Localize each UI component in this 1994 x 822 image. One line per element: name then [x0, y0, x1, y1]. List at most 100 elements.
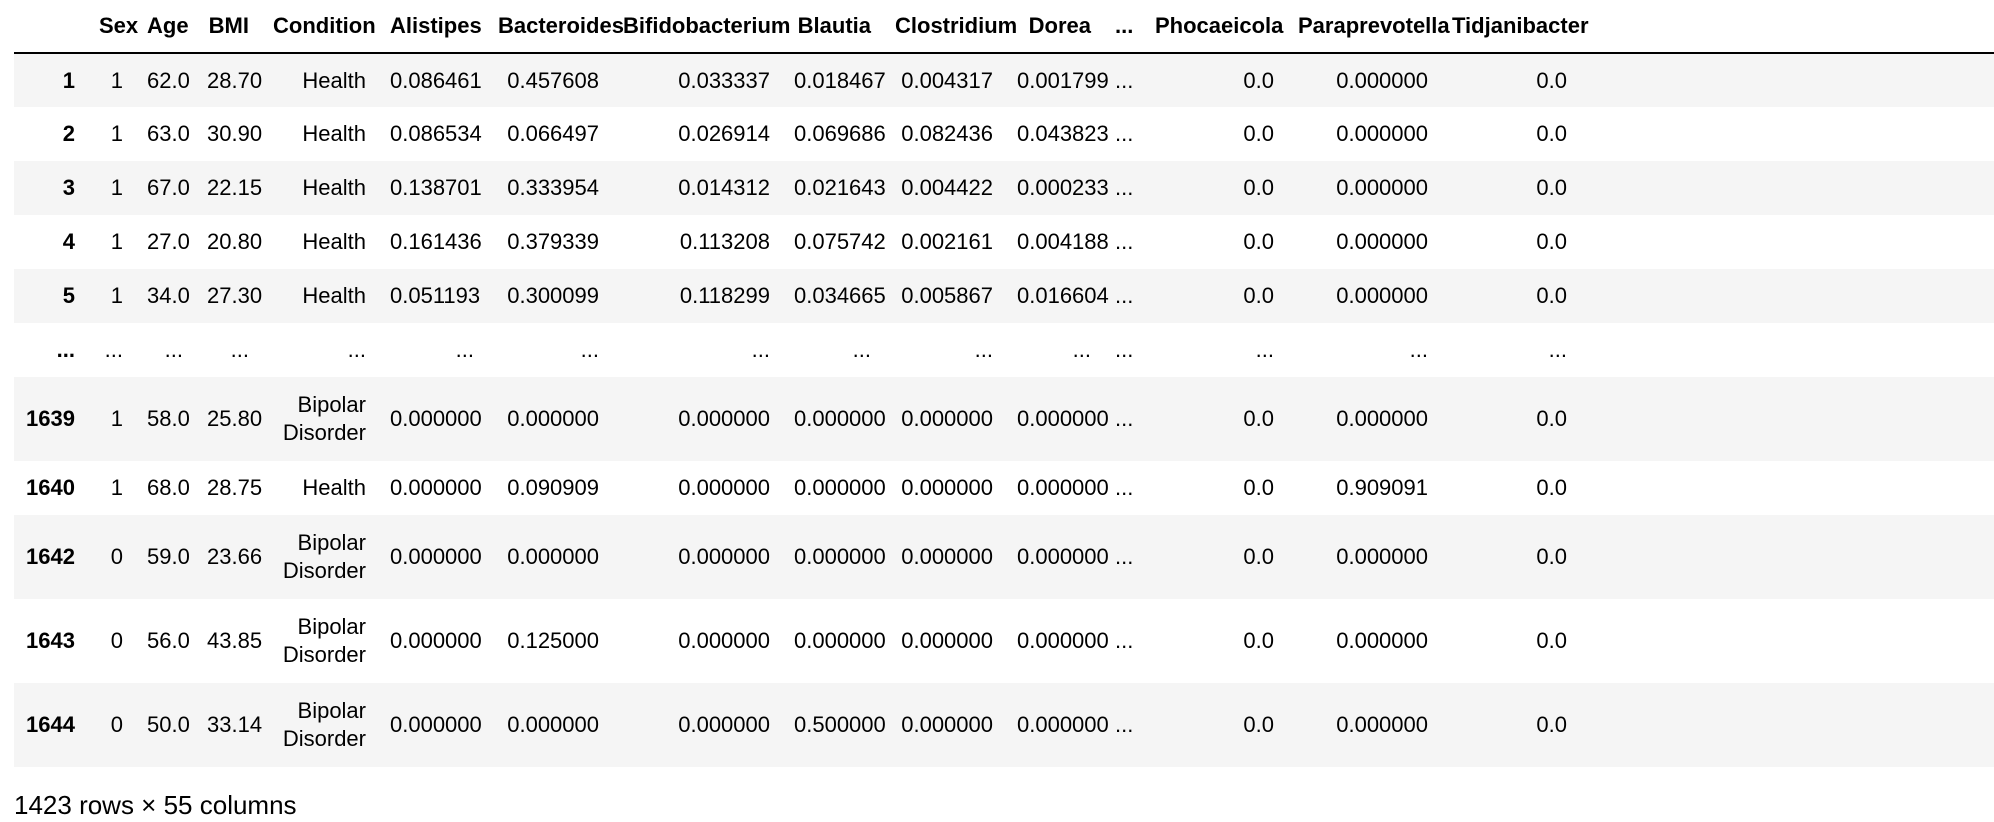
table-cell: Health: [302, 121, 366, 146]
table-cell: ...: [1115, 406, 1134, 431]
table-cell: [1579, 215, 1994, 269]
table-cell: 23.66: [207, 544, 263, 569]
table-cell: Health: [302, 175, 366, 200]
row-index: 1640: [26, 475, 75, 500]
table-cell: 68.0: [147, 475, 190, 500]
table-cell: 0.000000: [678, 544, 770, 569]
table-cell: Bipolar Disorder: [282, 392, 366, 445]
table-cell: 0.026914: [678, 121, 770, 146]
column-header: Blautia: [782, 0, 883, 54]
table-cell: ...: [1115, 283, 1134, 308]
table-cell: 0.0: [1536, 283, 1567, 308]
table-cell: 0.069686: [794, 121, 886, 146]
column-header: Sex: [87, 0, 138, 54]
table-cell: 0.033337: [678, 67, 770, 93]
table-cell: 59.0: [147, 544, 190, 569]
row-index: 1642: [26, 544, 75, 569]
table-cell: 0.0: [1243, 283, 1274, 308]
table-cell: 0.086534: [390, 121, 482, 146]
column-header: ...: [1103, 0, 1143, 54]
table-cell: 0.000000: [390, 628, 482, 653]
table-cell: 0.016604: [1017, 283, 1109, 308]
table-cell: 0.000000: [1017, 544, 1109, 569]
table-cell: ...: [230, 337, 249, 362]
table-cell: 0.457608: [507, 67, 599, 93]
table-cell: 0.082436: [901, 121, 993, 146]
table-cell: 0.000000: [1336, 712, 1428, 737]
table-cell: 58.0: [147, 406, 190, 431]
table-cell: 1: [110, 121, 123, 146]
row-index: ...: [56, 337, 75, 362]
table-cell: 0: [110, 628, 123, 653]
table-cell: 30.90: [207, 121, 263, 146]
table-row: 1643 0 56.0 43.85 Bipolar Disorder 0.000000 0.…: [14, 599, 1994, 683]
table-cell: 1: [110, 406, 123, 431]
table-cell: 0.300099: [507, 283, 599, 308]
table-cell: 0.0: [1536, 67, 1567, 93]
table-cell: ...: [1115, 475, 1134, 500]
table-cell: 0.000000: [901, 712, 993, 737]
table-cell: 25.80: [207, 406, 263, 431]
row-index: 1644: [26, 712, 75, 737]
column-header: BMI: [195, 0, 261, 54]
table-cell: 43.85: [207, 628, 263, 653]
row-index: 1639: [26, 406, 75, 431]
table-cell: 0.090909: [507, 475, 599, 500]
table-cell: 0.004422: [901, 175, 993, 200]
table-row: ........................................…: [14, 323, 1994, 377]
table-cell: 0.014312: [678, 175, 770, 200]
table-cell: 20.80: [207, 229, 263, 254]
table-cell: 0.0: [1536, 628, 1567, 653]
row-index: 1643: [26, 628, 75, 653]
table-row: 1639 1 58.0 25.80 Bipolar Disorder 0.000000 0.…: [14, 377, 1994, 461]
table-cell: 56.0: [147, 628, 190, 653]
table-cell: 0: [110, 544, 123, 569]
table-cell: [1579, 323, 1994, 377]
table-cell: Health: [302, 229, 366, 254]
table-cell: 0.000000: [1017, 628, 1109, 653]
table-cell: ...: [1072, 337, 1091, 362]
table-cell: 0.051193: [390, 283, 481, 308]
table-cell: ...: [1115, 67, 1134, 93]
column-header: Bifidobacterium: [611, 0, 790, 54]
table-row: 3 1 67.0 22.15 Health 0.138701 0.333954 0.01431…: [14, 161, 1994, 215]
table-cell: 0.000000: [1336, 67, 1428, 93]
table-cell: Bipolar Disorder: [282, 698, 366, 751]
table-cell: 1: [110, 229, 123, 254]
table-cell: 0.002161: [901, 229, 993, 254]
table-cell: 27.0: [147, 229, 190, 254]
row-index: 3: [62, 175, 75, 200]
table-cell: ...: [751, 337, 770, 362]
table-cell: 1: [110, 283, 123, 308]
table-cell: 0.000000: [1336, 628, 1428, 653]
table-cell: 0.000000: [1017, 406, 1109, 431]
table-cell: 0.018467: [794, 67, 886, 93]
table-cell: Health: [302, 283, 366, 308]
index-header: [14, 0, 87, 54]
table-cell: 1: [110, 475, 123, 500]
table-cell: ...: [104, 337, 123, 362]
table-cell: ...: [1115, 229, 1134, 254]
table-row: 1644 0 50.0 33.14 Bipolar Disorder 0.000000 0.…: [14, 683, 1994, 767]
table-row: 4 1 27.0 20.80 Health 0.161436 0.379339 0.11320…: [14, 215, 1994, 269]
table-cell: 1: [110, 175, 123, 200]
table-cell: 22.15: [207, 175, 263, 200]
row-index: 1: [62, 67, 75, 93]
table-row: 1 1 62.0 28.70 Health 0.086461 0.457608 0.03333…: [14, 53, 1994, 107]
table-cell: ...: [1115, 175, 1134, 200]
table-body: 1 1 62.0 28.70 Health 0.086461 0.457608 0.03333…: [14, 53, 1994, 767]
table-cell: 0.113208: [679, 229, 770, 254]
table-cell: 0.000000: [901, 628, 993, 653]
column-header: Paraprevotella: [1286, 0, 1450, 54]
table-cell: 0: [110, 712, 123, 737]
table-cell: 0.0: [1243, 628, 1274, 653]
table-cell: 0.0: [1243, 229, 1274, 254]
table-cell: ...: [1115, 337, 1134, 362]
table-cell: 0.000233: [1017, 175, 1109, 200]
table-cell: ...: [1115, 544, 1134, 569]
table-cell: ...: [580, 337, 599, 362]
column-header: Flav: [1579, 0, 1994, 54]
table-cell: 0.000000: [901, 475, 993, 500]
table-cell: 0.0: [1243, 121, 1274, 146]
table-cell: ...: [1255, 337, 1274, 362]
